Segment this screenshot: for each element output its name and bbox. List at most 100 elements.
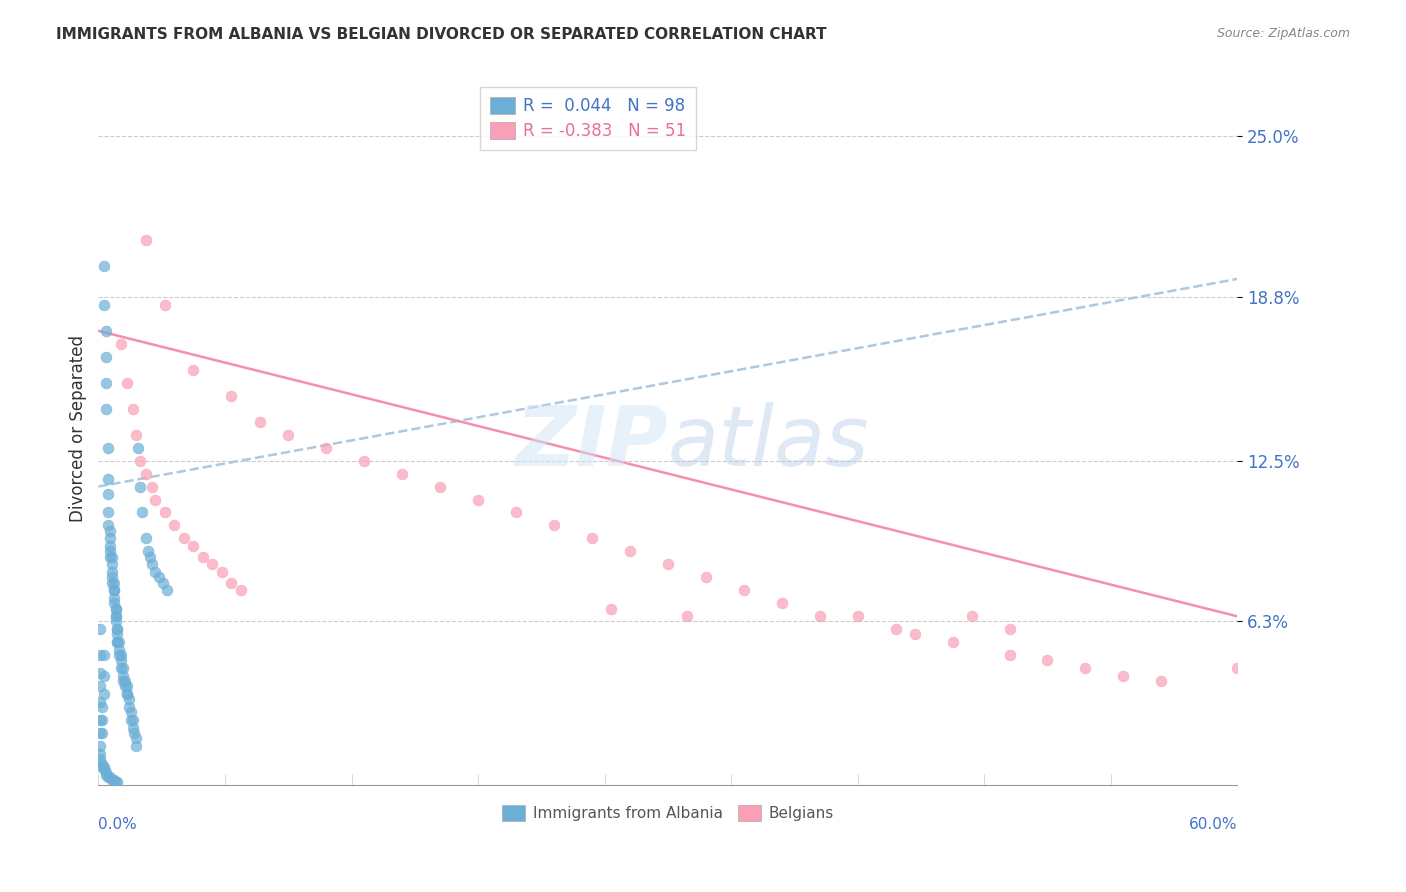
Point [108,635,131,649]
Point [89,739,111,753]
Text: IMMIGRANTS FROM ALBANIA VS BELGIAN DIVORCED OR SEPARATED CORRELATION CHART: IMMIGRANTS FROM ALBANIA VS BELGIAN DIVOR… [56,27,827,42]
Point [136,544,159,558]
Point [221,389,243,403]
Point [97,518,120,533]
Point [100,772,122,787]
Point [581,532,603,546]
Point [153,506,176,520]
Point [97,487,120,501]
Point [89,648,111,663]
Point [115,376,138,390]
Text: Source: ZipAtlas.com: Source: ZipAtlas.com [1216,27,1350,40]
Point [89,679,111,693]
Point [103,583,125,598]
Point [183,363,205,377]
Point [183,539,205,553]
Point [229,583,252,598]
Point [114,674,136,689]
Point [103,596,125,610]
Point [121,401,143,416]
Point [100,565,122,579]
Point [145,565,167,579]
Point [505,506,527,520]
Text: 0.0%: 0.0% [98,817,138,832]
Point [100,575,122,590]
Point [135,532,157,546]
Point [107,775,129,789]
Point [93,259,115,273]
Point [600,601,623,615]
Point [98,549,121,564]
Point [97,441,120,455]
Point [91,700,114,714]
Point [91,760,114,774]
Point [108,643,131,657]
Point [125,739,148,753]
Point [115,687,138,701]
Point [998,622,1021,636]
Point [846,609,869,624]
Point [94,324,117,338]
Point [104,601,127,615]
Point [91,757,114,772]
Point [1112,669,1135,683]
Point [770,596,793,610]
Point [129,479,152,493]
Point [89,713,111,727]
Point [94,350,117,364]
Point [107,627,129,641]
Point [104,615,127,629]
Point [998,648,1021,663]
Point [1036,653,1059,667]
Point [115,687,138,701]
Point [91,726,114,740]
Point [163,518,186,533]
Point [125,427,148,442]
Point [110,653,132,667]
Point [135,233,157,247]
Point [94,376,117,390]
Point [103,583,125,598]
Point [94,764,117,779]
Point [93,669,115,683]
Point [93,763,115,777]
Point [98,532,121,546]
Point [93,687,115,701]
Text: 60.0%: 60.0% [1189,817,1237,832]
Point [100,558,122,572]
Point [100,570,122,584]
Point [110,661,132,675]
Point [1150,674,1173,689]
Y-axis label: Divorced or Separated: Divorced or Separated [69,334,87,522]
Point [107,635,129,649]
Point [97,506,120,520]
Point [104,609,127,624]
Point [89,747,111,761]
Point [124,726,146,740]
Point [131,506,153,520]
Point [201,558,224,572]
Point [315,441,337,455]
Point [676,609,699,624]
Point [141,479,163,493]
Point [884,622,907,636]
Point [942,635,965,649]
Point [98,524,121,538]
Point [104,609,127,624]
Point [353,453,375,467]
Point [89,695,111,709]
Point [89,622,111,636]
Point [104,775,127,789]
Point [115,679,138,693]
Point [112,661,135,675]
Point [808,609,831,624]
Point [100,549,122,564]
Point [110,648,132,663]
Point [960,609,983,624]
Point [141,558,163,572]
Point [191,549,214,564]
Point [619,544,641,558]
Point [103,591,125,606]
Point [153,298,176,312]
Point [91,713,114,727]
